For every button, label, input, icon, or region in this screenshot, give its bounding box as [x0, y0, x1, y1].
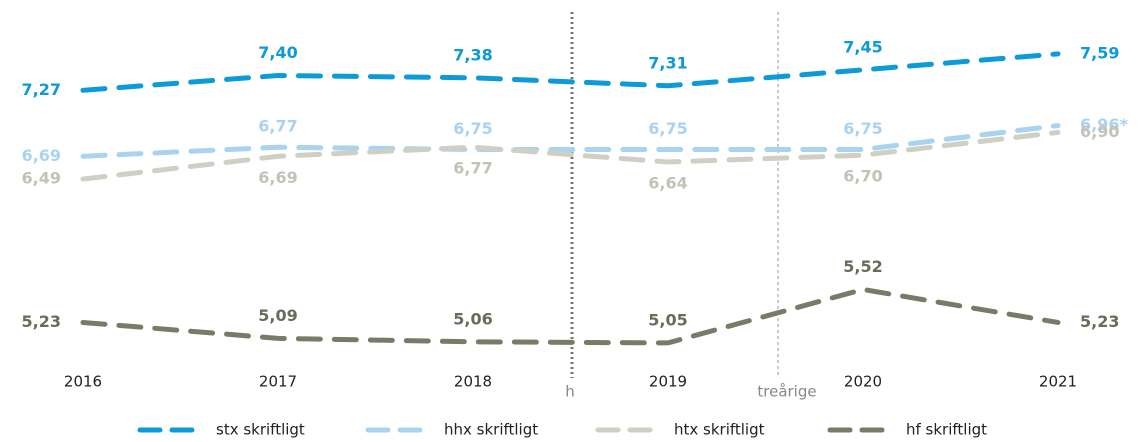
- annotation: treårige: [757, 383, 816, 401]
- line: [80, 123, 1061, 159]
- data-label: 7,31: [648, 53, 687, 72]
- data-label: 7,40: [258, 43, 297, 62]
- data-label: 6,77: [453, 159, 492, 178]
- data-label: 6,69: [22, 146, 61, 165]
- line: [80, 129, 1061, 182]
- annotation: h: [565, 383, 575, 401]
- data-label: 6,75: [453, 119, 492, 138]
- legend-label: hf skriftligt: [906, 421, 987, 439]
- legend-label: htx skriftligt: [674, 421, 765, 439]
- legend-label: stx skriftligt: [216, 421, 305, 439]
- data-label: 5,06: [453, 309, 492, 328]
- legend-label: hhx skriftligt: [444, 421, 538, 439]
- data-label: 5,05: [648, 310, 687, 329]
- data-label: 5,52: [843, 257, 882, 276]
- x-tick-label: 2019: [649, 373, 687, 391]
- data-label: 7,59: [1080, 43, 1119, 62]
- x-tick-label: 2016: [64, 373, 102, 391]
- data-label: 6,69: [258, 168, 297, 187]
- data-label: 6,75: [648, 119, 687, 138]
- data-label: 5,23: [1080, 312, 1119, 331]
- x-tick-label: 2018: [454, 373, 492, 391]
- line: [80, 51, 1061, 93]
- x-tick-label: 2020: [844, 373, 882, 391]
- data-label: 7,45: [843, 37, 882, 56]
- data-label: 6,70: [843, 167, 882, 186]
- data-label: 6,77: [258, 117, 297, 136]
- x-tick-label: 2017: [259, 373, 297, 391]
- data-label: 7,27: [22, 80, 61, 99]
- data-label: 6,75: [843, 119, 882, 138]
- data-label: 6,64: [648, 174, 687, 193]
- data-label: 5,23: [22, 312, 61, 331]
- line: [80, 286, 1061, 346]
- data-label: 6,96*: [1080, 115, 1128, 134]
- x-tick-label: 2021: [1039, 373, 1077, 391]
- data-label: 5,09: [258, 306, 297, 325]
- data-label: 7,38: [453, 45, 492, 64]
- data-label: 6,49: [22, 169, 61, 188]
- data-label: 6,90: [1080, 122, 1119, 141]
